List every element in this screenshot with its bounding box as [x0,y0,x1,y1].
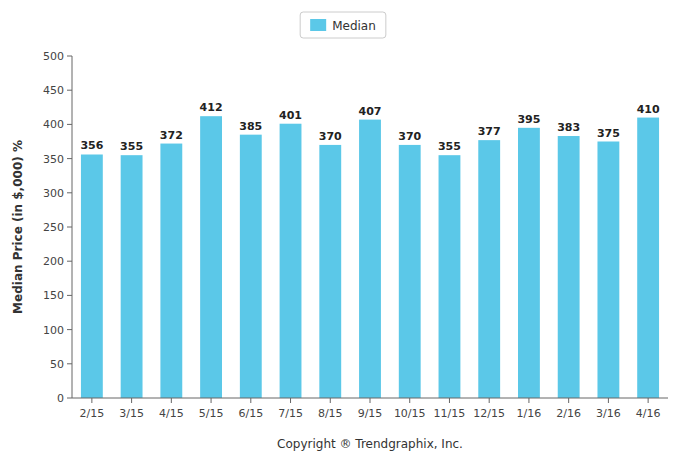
data-label: 410 [637,103,660,116]
bar [81,154,103,398]
x-tick [91,398,92,403]
x-tick [131,398,132,403]
y-tick [67,261,72,262]
y-tick-label: 300 [43,187,64,200]
y-tick-label: 350 [43,153,64,166]
bar [558,136,580,398]
data-label: 395 [517,113,540,126]
bar [597,142,619,399]
y-axis-label: Median Price (in $,000) % [11,140,25,314]
x-tick-label: 3/15 [119,407,144,420]
y-tick [67,363,72,364]
data-label: 355 [120,140,143,153]
data-label: 372 [160,129,183,142]
legend-frame [300,12,386,38]
x-tick [250,398,251,403]
data-label: 412 [200,101,223,114]
bar [518,128,540,398]
x-tick [648,398,649,403]
bar [160,144,182,398]
x-tick-label: 5/15 [199,407,224,420]
bar [240,135,262,398]
bar [319,145,341,398]
y-tick [67,56,72,57]
y-tick-label: 100 [43,324,64,337]
x-tick [449,398,450,403]
x-tick [370,398,371,403]
bar [399,145,421,398]
x-tick [330,398,331,403]
x-tick [290,398,291,403]
x-tick-label: 11/15 [434,407,466,420]
data-label: 383 [557,121,580,134]
data-label: 401 [279,109,302,122]
y-tick [67,90,72,91]
x-tick-label: 6/15 [238,407,263,420]
x-tick-label: 4/16 [636,407,661,420]
legend-label: Median [332,19,376,33]
y-tick-label: 0 [57,392,64,405]
x-tick [489,398,490,403]
y-tick [67,295,72,296]
y-tick [67,329,72,330]
x-tick-label: 7/15 [278,407,303,420]
x-tick-label: 2/16 [556,407,581,420]
y-tick-label: 50 [50,358,64,371]
x-tick [608,398,609,403]
x-tick-label: 1/16 [517,407,542,420]
y-tick-label: 200 [43,255,64,268]
bar [359,120,381,398]
data-label: 370 [398,130,421,143]
bars [81,116,659,398]
x-tick-label: 4/15 [159,407,184,420]
bar [637,118,659,398]
y-tick-label: 450 [43,84,64,97]
x-tick [409,398,410,403]
data-label: 375 [597,127,620,140]
x-tick-label: 12/15 [473,407,505,420]
data-label: 355 [438,140,461,153]
x-tick-label: 3/16 [596,407,621,420]
x-tick [568,398,569,403]
y-tick-label: 500 [43,50,64,63]
data-label: 407 [359,105,382,118]
y-tick [67,192,72,193]
legend-swatch [310,19,326,31]
x-tick [528,398,529,403]
y-tick [67,227,72,228]
bar [121,155,143,398]
x-tick [171,398,172,403]
x-tick-label: 10/15 [394,407,426,420]
chart: 356 355 372 412 385 401 370 407 370 355 377 395 383 3… [0,0,686,470]
data-label: 385 [239,120,262,133]
y-tick-label: 250 [43,221,64,234]
data-labels: 356 355 372 412 385 401 370 407 370 355 377 395 383 3… [80,101,660,153]
y-tick-label: 150 [43,289,64,302]
data-label: 377 [478,125,501,138]
data-label: 370 [319,130,342,143]
x-tick-label: 2/15 [80,407,105,420]
bar [439,155,461,398]
y-tick [67,158,72,159]
bar [280,124,302,398]
bar [478,140,500,398]
x-tick [211,398,212,403]
x-tick-label: 8/15 [318,407,343,420]
y-tick [67,398,72,399]
bar [200,116,222,398]
y-tick-label: 400 [43,118,64,131]
x-tick-label: 9/15 [358,407,383,420]
data-label: 356 [80,139,103,152]
y-tick [67,124,72,125]
legend: Median [300,12,386,38]
x-axis-label: Copyright ® Trendgraphix, Inc. [277,437,463,451]
